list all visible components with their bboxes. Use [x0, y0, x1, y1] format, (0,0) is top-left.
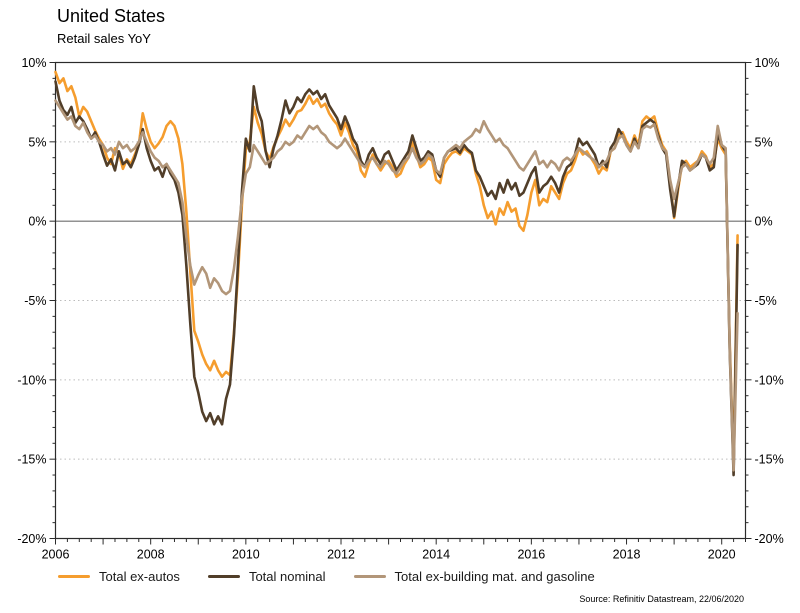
- x-axis-label: 2006: [42, 548, 70, 562]
- legend-label-ex-building: Total ex-building mat. and gasoline: [394, 569, 595, 584]
- nominal-line-swatch: [207, 574, 240, 579]
- legend-item-ex-autos: Total ex-autos: [58, 569, 180, 584]
- series-line-2: [54, 99, 739, 472]
- y-axis-label-right: 5%: [755, 135, 773, 149]
- legend-item-nominal: Total nominal: [207, 569, 326, 584]
- x-axis-label: 2020: [708, 548, 736, 562]
- series-line-0: [54, 70, 739, 466]
- page-title: United States: [57, 6, 166, 26]
- y-axis-label-left: 0%: [28, 215, 46, 229]
- y-axis-label-left: -5%: [24, 294, 46, 308]
- y-axis-label-right: 10%: [755, 56, 780, 70]
- y-axis-label-left: -20%: [17, 532, 46, 546]
- source-attribution: Source: Refinitiv Datastream, 22/06/2020: [579, 594, 744, 604]
- chart-subtitle: Retail sales YoY: [57, 30, 151, 46]
- x-axis-label: 2016: [517, 548, 545, 562]
- y-axis-label-right: 0%: [755, 215, 773, 229]
- x-axis-label: 2018: [613, 548, 641, 562]
- y-axis-label-left: 5%: [28, 135, 46, 149]
- legend-label-nominal: Total nominal: [248, 569, 326, 584]
- series-line-1: [54, 80, 739, 477]
- y-axis-label-left: -15%: [17, 453, 46, 467]
- y-axis-label-right: -10%: [755, 373, 784, 387]
- legend-item-ex-building: Total ex-building mat. and gasoline: [353, 569, 595, 584]
- chart-header: United States Retail sales YoY: [57, 5, 165, 46]
- y-axis-label-right: -5%: [755, 294, 777, 308]
- y-axis-label-right: -15%: [755, 453, 784, 467]
- x-axis-label: 2008: [137, 548, 165, 562]
- x-axis-label: 2014: [422, 548, 450, 562]
- y-axis-label-right: -20%: [755, 532, 784, 546]
- x-axis-label: 2010: [232, 548, 260, 562]
- legend-label-ex-autos: Total ex-autos: [99, 569, 180, 584]
- ex-building-line-swatch: [353, 574, 386, 579]
- y-axis-label-left: -10%: [17, 373, 46, 387]
- y-axis-label-left: 10%: [21, 56, 46, 70]
- chart-legend: Total ex-autos Total nominal Total ex-bu…: [58, 569, 595, 584]
- ex-autos-line-swatch: [58, 574, 90, 579]
- x-axis-label: 2012: [327, 548, 355, 562]
